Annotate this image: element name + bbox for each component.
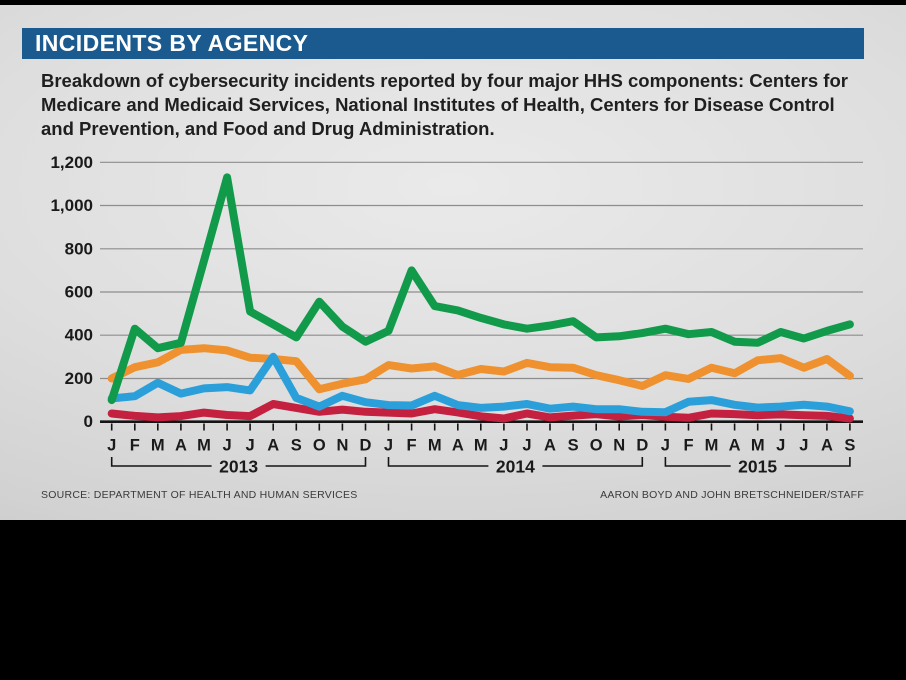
month-label: D [636,437,648,455]
month-label: S [291,437,302,455]
month-label: A [729,437,741,455]
month-label: F [407,437,417,455]
month-label: J [776,437,785,455]
month-label: A [544,437,556,455]
line-red-series [107,400,854,423]
title-bar: INCIDENTS BY AGENCY [22,28,864,59]
month-label: S [844,437,855,455]
month-label: F [130,437,140,455]
year-label: 2014 [496,457,535,477]
y-tick-label: 1,200 [50,153,93,172]
year-label: 2015 [738,457,777,477]
year-bracket [387,457,644,467]
y-tick-label: 800 [65,239,93,258]
line-blue-series [107,352,854,417]
month-label: J [661,437,670,455]
y-tick-label: 600 [65,283,93,302]
page-title: INCIDENTS BY AGENCY [35,30,309,56]
year-bracket [664,457,851,467]
month-label: N [613,437,625,455]
y-tick-label: 200 [65,369,93,388]
month-label: O [590,437,603,455]
line-orange-series [107,344,854,394]
month-label: J [384,437,393,455]
month-label: A [267,437,279,455]
month-label: M [751,437,765,455]
month-label: J [223,437,232,455]
y-tick-label: 0 [84,412,93,431]
month-label: J [499,437,508,455]
month-label: J [107,437,116,455]
y-tick-label: 1,000 [50,196,93,215]
month-label: A [175,437,187,455]
source-text: SOURCE: DEPARTMENT OF HEALTH AND HUMAN S… [41,489,358,501]
month-label: M [197,437,211,455]
month-label: N [336,437,348,455]
month-label: F [683,437,693,455]
month-label: M [151,437,165,455]
y-tick-label: 400 [65,326,93,345]
bottom-black-area [0,520,906,680]
month-label: D [360,437,372,455]
month-label: J [522,437,531,455]
month-label: M [428,437,442,455]
month-label: A [452,437,464,455]
month-label: A [821,437,833,455]
month-label: O [313,437,326,455]
line-green-series [107,173,854,405]
year-bracket [110,457,367,467]
year-label: 2013 [219,457,258,477]
month-label: J [799,437,808,455]
month-label: M [474,437,488,455]
chart-subtitle: Breakdown of cybersecurity incidents rep… [41,70,848,139]
month-label: M [705,437,719,455]
credit-text: AARON BOYD AND JOHN BRETSCHNEIDER/STAFF [600,489,864,501]
month-label: J [246,437,255,455]
graphic-panel: INCIDENTS BY AGENCY Breakdown of cyberse… [0,5,906,520]
month-label: S [568,437,579,455]
